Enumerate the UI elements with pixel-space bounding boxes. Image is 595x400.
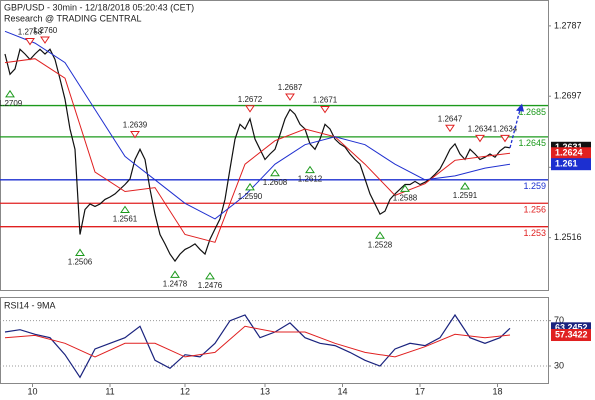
forecast-arrow (509, 109, 521, 148)
low-marker (400, 184, 410, 192)
low-label: 1.2478 (163, 279, 188, 288)
price-badge: 1.2631 (555, 142, 583, 152)
low-label: 1.2590 (238, 192, 263, 201)
level-label: 1.2645 (518, 138, 546, 148)
x-tick-label: 13 (260, 386, 270, 396)
low-marker (245, 182, 255, 191)
x-tick-label: 12 (180, 386, 190, 396)
y-tick-label: 1.2516 (554, 232, 582, 242)
level-label: 1.253 (523, 228, 546, 238)
rsi-title: RSI14 - 9MA (4, 300, 56, 310)
y-tick-label: 1.2787 (554, 20, 582, 30)
low-marker (305, 165, 315, 174)
level-label: 1.259 (523, 181, 546, 191)
low-marker (460, 182, 470, 190)
red-ma-badge: 1.2624 (555, 148, 583, 158)
x-tick-label: 14 (337, 386, 347, 396)
high-label: 1.2687 (278, 83, 303, 92)
level-label: 1.2685 (518, 107, 546, 117)
rsi-ma-badge-bg (551, 329, 591, 342)
rsi-frame (0, 297, 549, 384)
high-marker (285, 93, 295, 101)
low-label: 1.2561 (113, 215, 138, 224)
high-label: 1.2647 (438, 114, 463, 123)
high-label: 1.2634 (493, 125, 518, 134)
rsi-badge: 63.2452 (555, 323, 588, 333)
y-tick-label: 30 (554, 360, 564, 370)
high-marker (245, 105, 255, 113)
high-label: 1.2639 (123, 121, 148, 130)
x-tick-label: 10 (27, 386, 37, 396)
high-marker (40, 36, 50, 44)
series-line (4, 30, 511, 220)
series-line (4, 313, 511, 379)
y-tick-label: 70 (554, 315, 564, 325)
rsi-ma-badge: 57.3422 (555, 329, 588, 339)
blue-ma-badge: 1.261 (555, 159, 578, 169)
series-line (4, 325, 511, 358)
high-label: 1.2760 (33, 26, 58, 35)
high-label: 1.2634 (468, 125, 493, 134)
main-frame (0, 0, 549, 291)
low-label: 1.2709 (0, 99, 23, 108)
high-label: 1.2758 (18, 28, 43, 37)
blue-ma-badge-bg (551, 158, 591, 171)
low-label: 1.2506 (68, 258, 93, 267)
low-marker (270, 168, 280, 177)
forecast-arrowhead (516, 103, 524, 112)
high-label: 1.2671 (313, 96, 338, 105)
low-marker (5, 89, 15, 98)
low-marker (375, 231, 385, 239)
x-tick-label: 18 (492, 386, 502, 396)
low-label: 1.2588 (393, 193, 418, 202)
high-marker (475, 134, 485, 143)
red-ma-badge-bg (551, 147, 591, 160)
series-line (4, 48, 511, 263)
low-marker (120, 205, 130, 213)
high-label: 1.2672 (238, 95, 263, 104)
low-label: 1.2612 (298, 175, 323, 184)
low-label: 1.2528 (368, 240, 393, 249)
low-marker (75, 248, 85, 256)
high-marker (130, 131, 140, 139)
level-label: 1.256 (523, 205, 546, 215)
series-line (4, 58, 511, 243)
low-label: 1.2591 (453, 191, 478, 200)
x-tick-label: 17 (415, 386, 425, 396)
y-tick-label: 1.2697 (554, 91, 582, 101)
chart-subtitle: Research @ TRADING CENTRAL (4, 13, 142, 23)
low-marker (205, 272, 215, 280)
high-marker (500, 134, 510, 143)
high-marker (320, 106, 330, 114)
chart-title: GBP/USD - 30min - 12/18/2018 05:20:43 (C… (4, 2, 194, 12)
low-marker (170, 270, 180, 278)
low-label: 1.2476 (198, 281, 223, 290)
low-label: 1.2608 (263, 178, 288, 187)
high-marker (25, 38, 35, 46)
high-marker (445, 124, 455, 133)
x-tick-label: 11 (105, 386, 114, 396)
